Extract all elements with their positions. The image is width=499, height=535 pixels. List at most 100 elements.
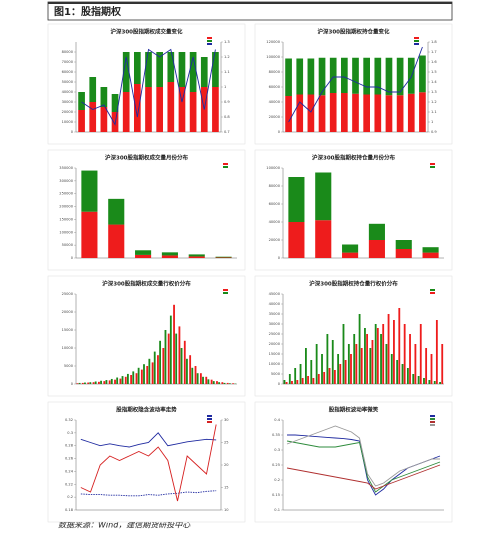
bar: [137, 367, 140, 384]
bar: [406, 368, 409, 384]
bar: [398, 308, 401, 384]
bar: [358, 314, 361, 384]
bar: [301, 378, 304, 384]
bar: [87, 382, 90, 384]
bar-segment: [178, 87, 186, 132]
bar-segment: [315, 220, 332, 258]
bar-segment: [407, 93, 415, 132]
bar: [132, 371, 135, 384]
bar: [428, 380, 431, 384]
bar: [393, 320, 395, 384]
y-tick-label: 0: [278, 130, 281, 134]
y-tick-label: 15000: [269, 352, 281, 356]
bar: [221, 382, 224, 384]
bar-segment: [341, 57, 348, 93]
y-tick-label: 0.2: [274, 478, 280, 482]
chart-title: 沪深300股指期权成交量行权价分布: [102, 280, 191, 288]
bar: [371, 340, 374, 384]
bar: [409, 334, 411, 384]
bar: [294, 368, 297, 384]
y-tick-label: 80000: [269, 70, 281, 74]
bar: [439, 382, 441, 384]
series-line: [286, 425, 440, 487]
bar: [189, 355, 192, 384]
y-tick-label: 40000: [269, 302, 281, 306]
bar: [199, 373, 202, 384]
y-tick-label: 0.1: [274, 508, 280, 512]
y-tick-label: 100000: [59, 230, 73, 234]
bar-segment: [296, 58, 304, 95]
bar-segment: [288, 177, 305, 222]
bar-segment: [318, 57, 326, 96]
bar-segment: [167, 52, 175, 82]
bar: [374, 324, 377, 384]
bar-segment: [385, 57, 393, 96]
bar-segment: [422, 247, 439, 253]
bar: [194, 366, 197, 384]
bar: [412, 374, 415, 384]
bar: [223, 382, 226, 384]
y2-tick-label: 1: [431, 120, 433, 124]
y-tick-label: 0: [278, 256, 281, 260]
y2-tick-label: 0.8: [224, 115, 230, 119]
bar: [210, 379, 213, 384]
bar: [146, 366, 149, 384]
y2-tick-label: 20: [224, 463, 229, 467]
bar: [108, 380, 111, 384]
bar: [207, 379, 210, 384]
bar: [78, 382, 81, 384]
y-tick-label: 100000: [266, 55, 280, 59]
bar: [396, 360, 399, 384]
bar: [103, 381, 106, 384]
bar: [435, 320, 438, 384]
y-tick-label: 5000: [271, 372, 281, 376]
legend-swatch: [207, 415, 212, 417]
bar: [114, 379, 116, 384]
series-line: [286, 464, 441, 490]
bar: [169, 315, 172, 384]
y-tick-label: 40000: [269, 220, 281, 224]
legend-swatch: [207, 37, 212, 39]
legend-swatch: [207, 418, 212, 420]
bar: [390, 354, 393, 384]
bar: [135, 373, 138, 384]
bar: [162, 348, 165, 384]
y-tick-label: 0.25: [272, 463, 280, 467]
bar: [173, 304, 175, 384]
y-tick-label: 0: [278, 382, 281, 386]
bar-segment: [342, 252, 359, 258]
y-tick-label: 0.35: [272, 433, 280, 437]
bar: [315, 344, 318, 384]
y-tick-label: 50000: [62, 243, 74, 247]
y-tick-label: 20000: [62, 110, 74, 114]
y-tick-label: 0.22: [65, 482, 73, 486]
y-tick-label: 40000: [269, 100, 281, 104]
y-tick-label: 0: [71, 130, 74, 134]
bar-segment: [368, 240, 385, 258]
bar-segment: [108, 198, 125, 225]
bar: [121, 376, 124, 384]
bar: [376, 328, 379, 384]
y-tick-label: 0.26: [65, 457, 74, 461]
bar-segment: [419, 92, 426, 132]
bar-segment: [315, 172, 332, 221]
bar: [167, 333, 170, 384]
bar-segment: [352, 93, 359, 132]
y-tick-label: 20000: [269, 115, 281, 119]
bar: [157, 355, 159, 384]
legend-swatch: [430, 418, 435, 420]
bar-segment: [178, 52, 186, 87]
y-tick-label: 0.15: [272, 493, 280, 497]
y-tick-label: 40000: [62, 90, 74, 94]
y-tick-label: 0.18: [65, 508, 74, 512]
bar: [380, 334, 382, 384]
bar: [360, 348, 363, 384]
y-tick-label: 20000: [269, 342, 281, 346]
series-line: [286, 440, 441, 493]
bar: [344, 360, 347, 384]
legend-swatch: [223, 166, 228, 168]
bar-segment: [395, 240, 412, 249]
bar-segment: [188, 256, 205, 258]
